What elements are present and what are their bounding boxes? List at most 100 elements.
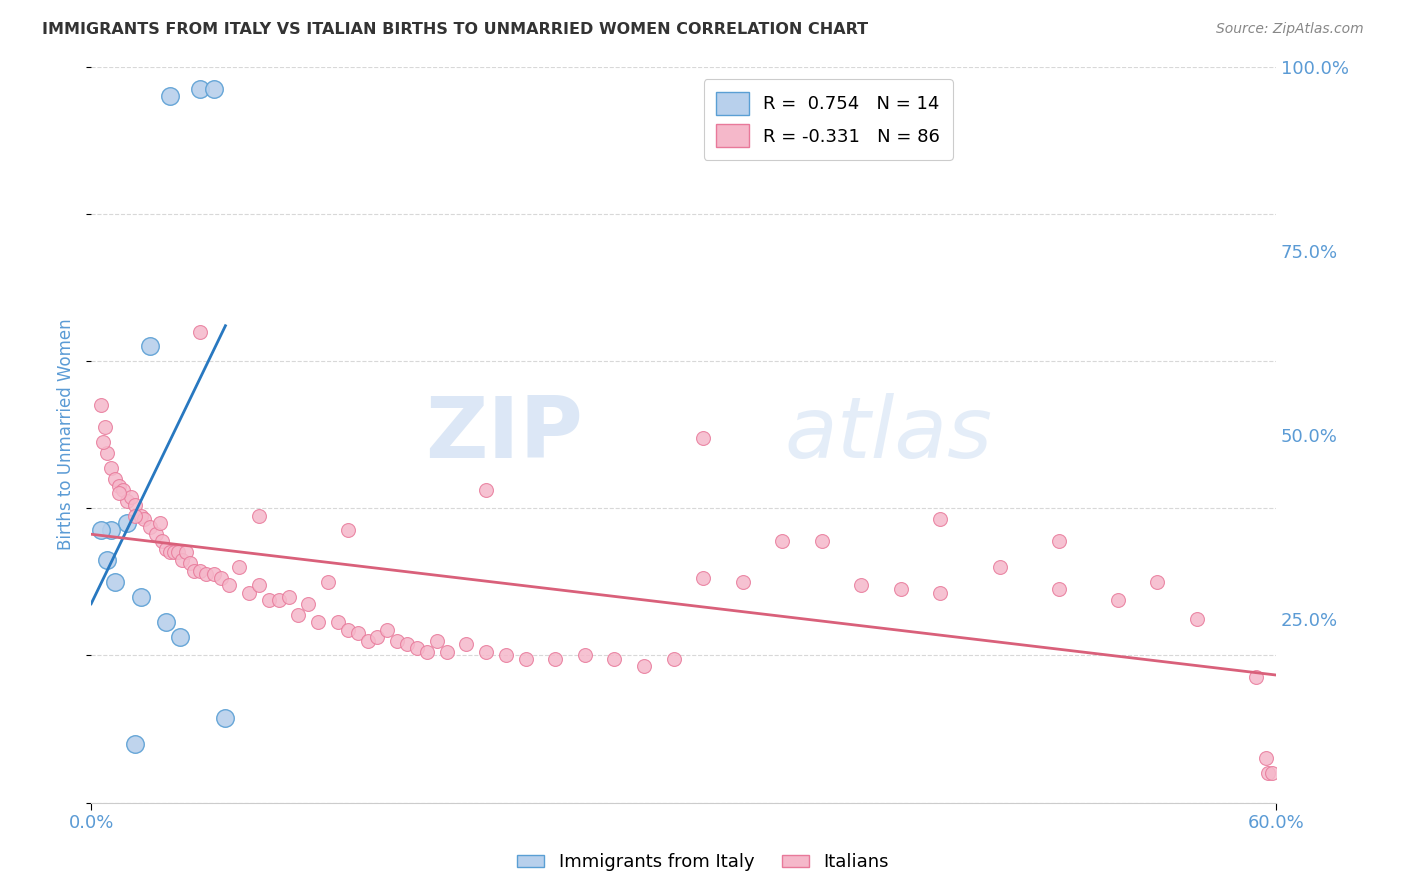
Point	[94, 420, 117, 434]
Point	[174, 545, 197, 559]
Point	[307, 615, 329, 630]
Point	[90, 398, 112, 412]
Point	[890, 582, 912, 596]
Point	[170, 552, 193, 566]
Point	[1047, 582, 1070, 596]
Point	[183, 564, 205, 578]
Point	[633, 659, 655, 673]
Point	[155, 615, 177, 630]
Point	[377, 623, 399, 637]
Point	[124, 737, 146, 751]
Point	[929, 586, 952, 600]
Point	[96, 446, 118, 460]
Point	[163, 545, 186, 559]
Point	[100, 460, 122, 475]
Point	[179, 557, 201, 571]
Point	[257, 593, 280, 607]
Point	[247, 578, 270, 592]
Point	[150, 534, 173, 549]
Point	[336, 623, 359, 637]
Point	[107, 479, 129, 493]
Point	[574, 648, 596, 663]
Point	[1257, 766, 1279, 780]
Point	[426, 633, 449, 648]
Point	[188, 564, 211, 578]
Point	[475, 483, 498, 497]
Legend: Immigrants from Italy, Italians: Immigrants from Italy, Italians	[510, 847, 896, 879]
Point	[475, 645, 498, 659]
Point	[134, 512, 156, 526]
Point	[111, 483, 134, 497]
Point	[129, 590, 152, 604]
Text: atlas: atlas	[785, 393, 993, 476]
Point	[603, 652, 626, 666]
Point	[1261, 766, 1284, 780]
Point	[188, 325, 211, 339]
Point	[1146, 574, 1168, 589]
Point	[396, 637, 419, 651]
Text: Source: ZipAtlas.com: Source: ZipAtlas.com	[1216, 22, 1364, 37]
Text: ZIP: ZIP	[425, 393, 583, 476]
Point	[436, 645, 458, 659]
Point	[1254, 751, 1277, 765]
Point	[277, 590, 299, 604]
Point	[1047, 534, 1070, 549]
Point	[336, 523, 359, 537]
Text: IMMIGRANTS FROM ITALY VS ITALIAN BIRTHS TO UNMARRIED WOMEN CORRELATION CHART: IMMIGRANTS FROM ITALY VS ITALIAN BIRTHS …	[42, 22, 869, 37]
Point	[96, 552, 118, 566]
Point	[406, 640, 429, 655]
Point	[167, 545, 190, 559]
Point	[326, 615, 349, 630]
Point	[139, 519, 162, 533]
Point	[159, 89, 181, 103]
Point	[228, 560, 250, 574]
Point	[214, 711, 236, 725]
Point	[731, 574, 754, 589]
Point	[169, 630, 191, 644]
Point	[100, 523, 122, 537]
Point	[104, 472, 127, 486]
Point	[544, 652, 567, 666]
Point	[515, 652, 537, 666]
Point	[115, 493, 138, 508]
Point	[810, 534, 832, 549]
Point	[238, 586, 260, 600]
Point	[387, 633, 409, 648]
Point	[316, 574, 339, 589]
Point	[159, 545, 181, 559]
Y-axis label: Births to Unmarried Women: Births to Unmarried Women	[58, 318, 75, 550]
Point	[456, 637, 478, 651]
Point	[124, 508, 146, 523]
Point	[988, 560, 1011, 574]
Point	[297, 597, 319, 611]
Point	[346, 626, 368, 640]
Point	[929, 512, 952, 526]
Point	[1185, 611, 1208, 625]
Point	[495, 648, 517, 663]
Point	[218, 578, 240, 592]
Point	[287, 607, 309, 622]
Point	[145, 527, 167, 541]
Point	[247, 508, 270, 523]
Point	[1244, 671, 1267, 685]
Point	[770, 534, 793, 549]
Point	[107, 486, 129, 500]
Point	[202, 567, 225, 582]
Point	[211, 571, 233, 585]
Point	[104, 574, 127, 589]
Point	[91, 434, 114, 449]
Point	[692, 431, 714, 445]
Legend: R =  0.754   N = 14, R = -0.331   N = 86: R = 0.754 N = 14, R = -0.331 N = 86	[704, 79, 953, 160]
Point	[851, 578, 873, 592]
Point	[267, 593, 290, 607]
Point	[90, 523, 112, 537]
Point	[202, 81, 225, 95]
Point	[416, 645, 439, 659]
Point	[120, 490, 142, 504]
Point	[155, 541, 177, 556]
Point	[188, 81, 211, 95]
Point	[129, 508, 152, 523]
Point	[1107, 593, 1129, 607]
Point	[115, 516, 138, 530]
Point	[692, 571, 714, 585]
